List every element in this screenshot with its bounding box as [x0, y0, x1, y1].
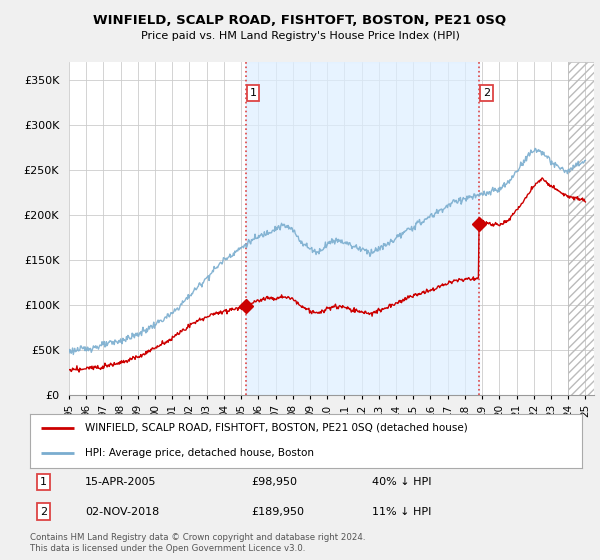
Text: 2: 2: [483, 88, 490, 98]
Text: WINFIELD, SCALP ROAD, FISHTOFT, BOSTON, PE21 0SQ (detached house): WINFIELD, SCALP ROAD, FISHTOFT, BOSTON, …: [85, 423, 468, 433]
Text: 15-APR-2005: 15-APR-2005: [85, 477, 157, 487]
Text: 1: 1: [250, 88, 257, 98]
Text: £189,950: £189,950: [251, 507, 304, 516]
Text: Contains HM Land Registry data © Crown copyright and database right 2024.
This d: Contains HM Land Registry data © Crown c…: [30, 533, 365, 553]
Text: 2: 2: [40, 507, 47, 516]
Text: £98,950: £98,950: [251, 477, 297, 487]
Text: 40% ↓ HPI: 40% ↓ HPI: [372, 477, 432, 487]
Text: 1: 1: [40, 477, 47, 487]
Bar: [568, 62, 594, 395]
Bar: [246, 62, 479, 395]
Text: HPI: Average price, detached house, Boston: HPI: Average price, detached house, Bost…: [85, 447, 314, 458]
Text: Price paid vs. HM Land Registry's House Price Index (HPI): Price paid vs. HM Land Registry's House …: [140, 31, 460, 41]
Text: WINFIELD, SCALP ROAD, FISHTOFT, BOSTON, PE21 0SQ: WINFIELD, SCALP ROAD, FISHTOFT, BOSTON, …: [94, 14, 506, 27]
Text: 02-NOV-2018: 02-NOV-2018: [85, 507, 160, 516]
Text: 11% ↓ HPI: 11% ↓ HPI: [372, 507, 431, 516]
